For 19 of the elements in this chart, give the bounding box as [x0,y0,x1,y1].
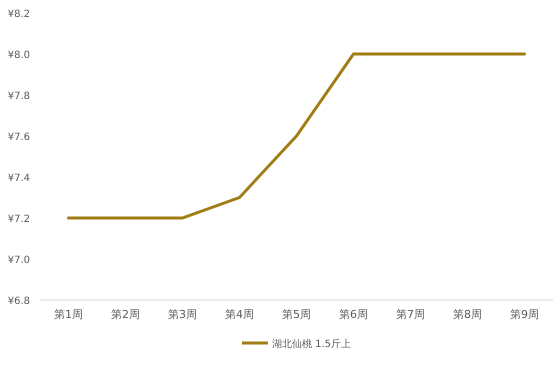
y-tick-label: ¥8.2 [8,9,30,20]
x-tick-label: 第2周 [111,308,140,321]
y-tick-label: ¥7.4 [8,173,30,184]
x-tick-label: 第6周 [339,308,368,321]
y-tick-label: ¥7.8 [8,91,30,102]
x-tick-label: 第7周 [396,308,425,321]
x-tick-label: 第8周 [453,308,482,321]
y-tick-label: ¥6.8 [8,296,30,307]
x-tick-label: 第4周 [225,308,254,321]
x-tick-label: 第3周 [168,308,197,321]
y-tick-label: ¥7.2 [8,214,30,225]
x-tick-label: 第5周 [282,308,311,321]
y-tick-label: ¥7.6 [8,132,30,143]
line-series [67,52,526,220]
y-tick-label: ¥8.0 [8,50,30,61]
x-tick-label: 第9周 [510,308,539,321]
legend-label: 湖北仙桃 1.5斤上 [272,338,352,350]
x-tick-label: 第1周 [54,308,83,321]
y-tick-label: ¥7.0 [8,255,30,266]
